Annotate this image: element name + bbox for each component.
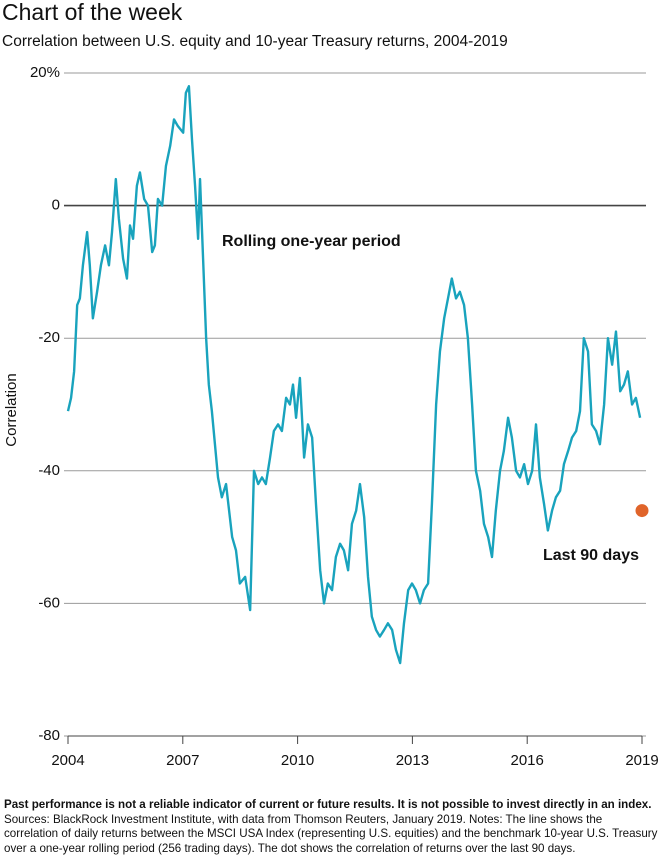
chart: Chart of the week Correlation between U.… — [2, 0, 659, 769]
y-tick-label: -40 — [38, 462, 60, 479]
x-tick-label: 2007 — [166, 752, 199, 769]
series-label: Rolling one-year period — [222, 233, 401, 250]
y-axis-label: Correlation — [3, 373, 20, 446]
footnote: Past performance is not a reliable indic… — [4, 798, 658, 856]
chart-title: Chart of the week — [2, 0, 183, 25]
y-tick-label: -20 — [38, 329, 60, 346]
x-tick-label: 2004 — [51, 752, 84, 769]
x-tick-label: 2010 — [281, 752, 314, 769]
x-tick-label: 2016 — [511, 752, 544, 769]
x-tick-label: 2013 — [396, 752, 429, 769]
x-tick-label: 2019 — [625, 752, 658, 769]
chart-subtitle: Correlation between U.S. equity and 10-y… — [2, 33, 508, 50]
y-tick-label: 0 — [52, 197, 60, 214]
series-label: Last 90 days — [543, 547, 639, 564]
footnote-text: Sources: BlackRock Investment Institute,… — [4, 812, 658, 855]
y-tick-label: -60 — [38, 594, 60, 611]
line-series — [66, 85, 642, 665]
y-tick-label: -80 — [38, 727, 60, 744]
y-tick-label: 20% — [30, 64, 60, 81]
point — [635, 504, 649, 518]
footnote-bold: Past performance is not a reliable indic… — [4, 798, 652, 811]
